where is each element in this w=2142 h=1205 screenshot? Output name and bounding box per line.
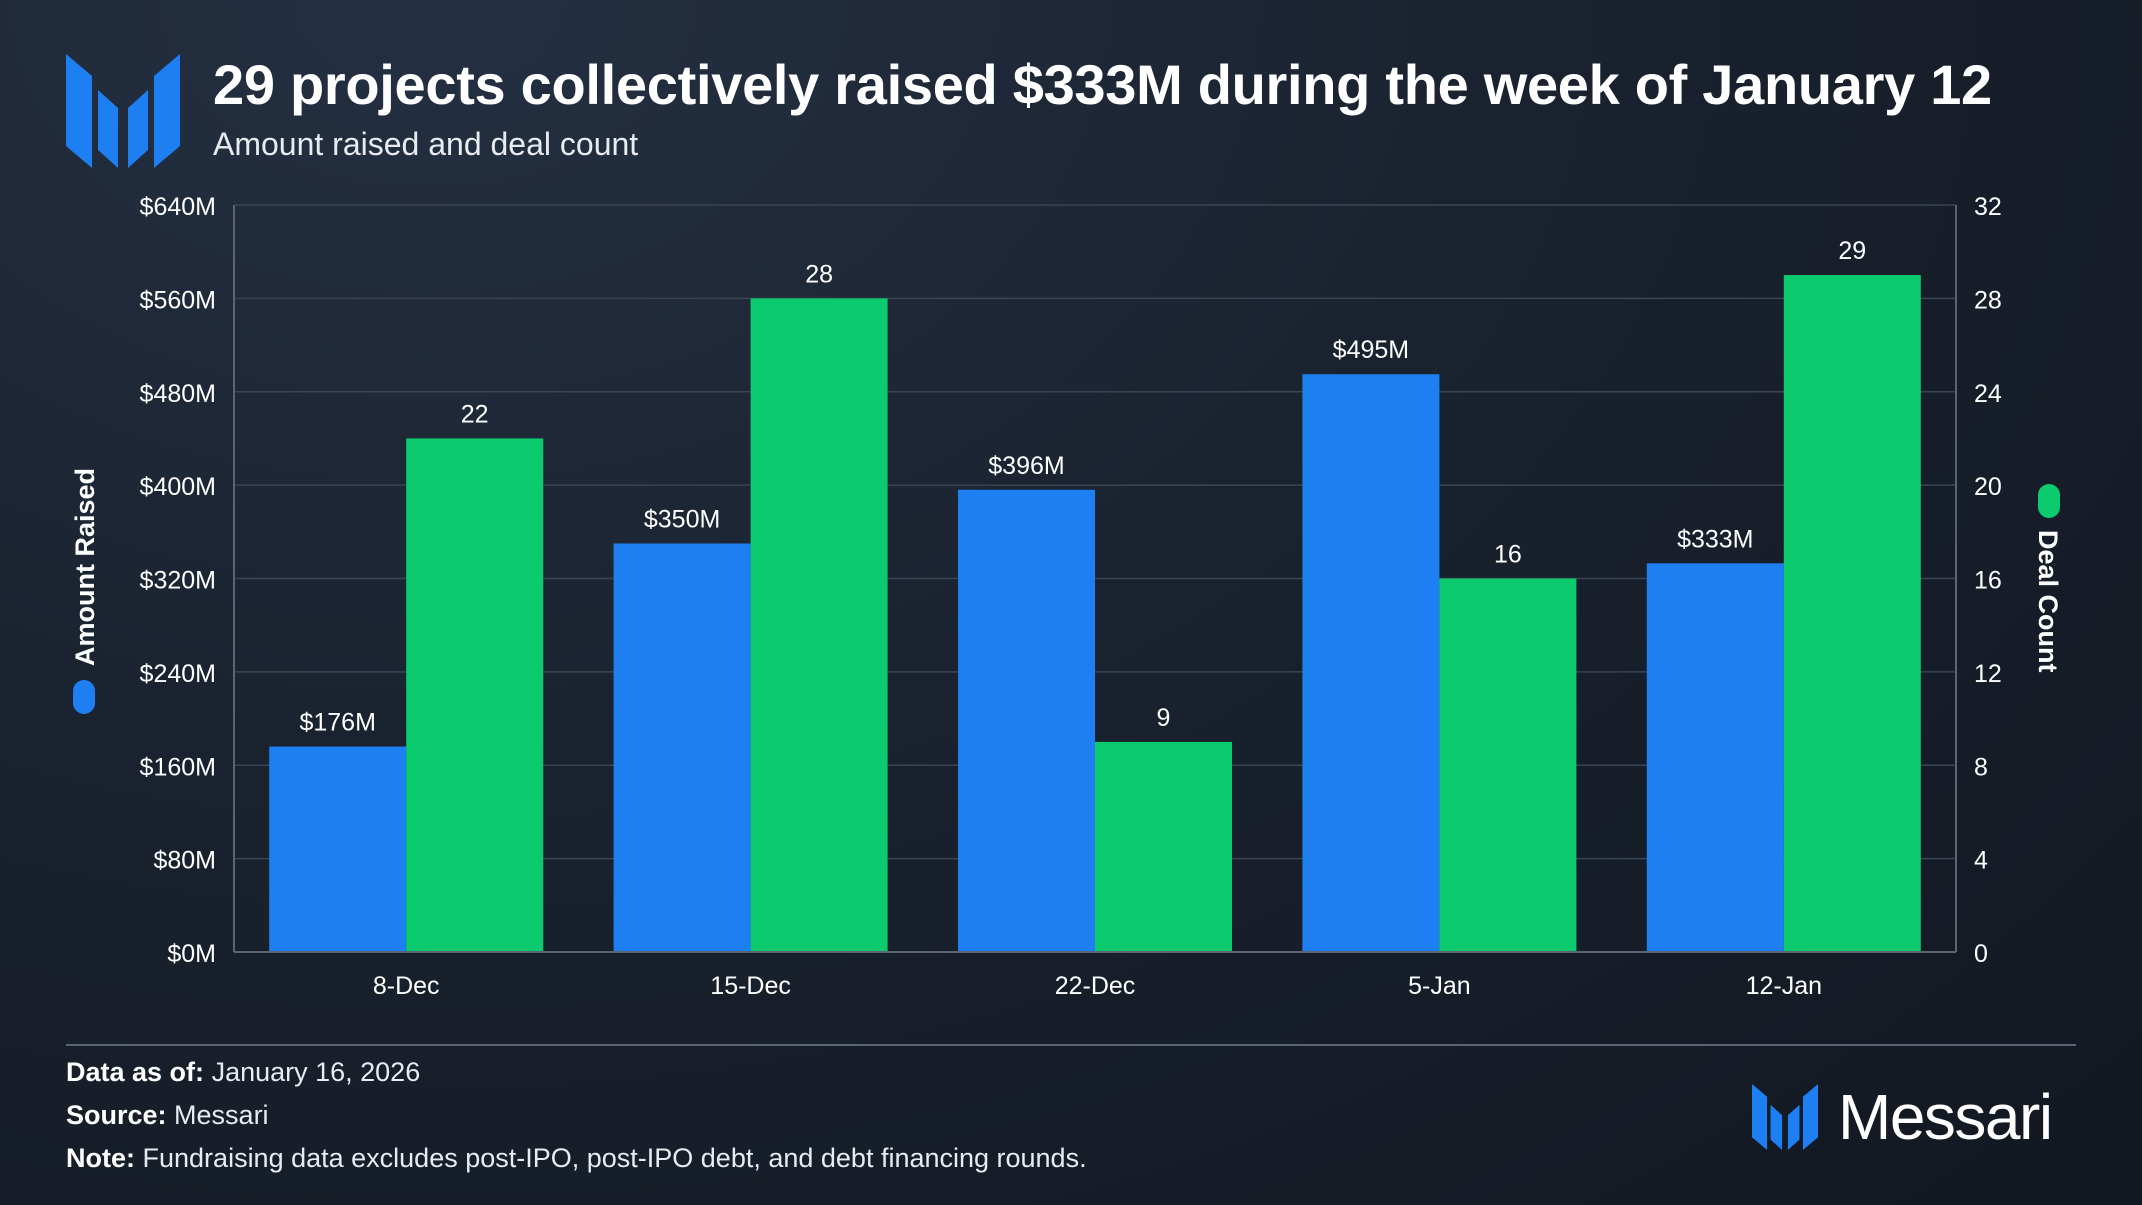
bar-labels: $176M 22 $350M 28 $396M 9 $495M 16 $333M 29 bbox=[299, 237, 1866, 737]
x-tick-label: 5-Jan bbox=[1408, 972, 1471, 1000]
brand-name: Messari bbox=[1838, 1081, 2053, 1153]
y-right-tick-label: 0 bbox=[1974, 940, 1988, 968]
source: Source: Messari bbox=[66, 1100, 269, 1131]
y-left-tick-label: $320M bbox=[140, 567, 216, 595]
y-left-tick-label: $480M bbox=[140, 380, 216, 408]
y-left-tick-label: $80M bbox=[153, 847, 216, 875]
y-left-tick-label: $240M bbox=[140, 660, 216, 688]
bar-amount bbox=[613, 543, 751, 952]
y-left-axis-title: Amount Raised bbox=[70, 468, 100, 714]
messari-logo-icon bbox=[66, 54, 180, 168]
bar-amount bbox=[1302, 374, 1440, 952]
x-tick-label: 12-Jan bbox=[1746, 972, 1822, 1000]
y-right-tick-label: 12 bbox=[1974, 660, 2002, 688]
chart-subtitle: Amount raised and deal count bbox=[213, 126, 639, 162]
data-label: $495M bbox=[1333, 336, 1409, 364]
data-as-of-label: Data as of: bbox=[66, 1057, 205, 1087]
y-right-tick-label: 8 bbox=[1974, 753, 1988, 781]
data-label: $176M bbox=[299, 709, 375, 737]
bar-amount bbox=[958, 489, 1095, 952]
y-right-tick-label: 32 bbox=[1974, 193, 2002, 221]
y-left-tick-label: $160M bbox=[140, 753, 216, 781]
source-value: Messari bbox=[174, 1100, 269, 1130]
x-tick-label: 15-Dec bbox=[710, 972, 791, 1000]
source-label: Source: bbox=[66, 1100, 167, 1130]
y-right-tick-label: 4 bbox=[1974, 847, 1988, 875]
x-tick-label: 22-Dec bbox=[1055, 972, 1136, 1000]
note-label: Note: bbox=[66, 1143, 135, 1173]
data-label: 9 bbox=[1157, 704, 1171, 732]
bar-deals bbox=[1439, 578, 1577, 952]
bar-deals bbox=[1095, 741, 1232, 952]
data-label: 22 bbox=[461, 400, 489, 428]
y-right-tick-label: 16 bbox=[1974, 567, 2002, 595]
y-left-tick-label: $0M bbox=[167, 940, 216, 968]
bar-deals bbox=[750, 298, 888, 952]
bar-amount bbox=[269, 746, 407, 952]
y-left-axis-label: Amount Raised bbox=[70, 468, 100, 666]
axes: Amount Raised Deal Count bbox=[70, 205, 2063, 953]
y-right-axis-title: Deal Count bbox=[2033, 484, 2063, 673]
y-right-tick-label: 28 bbox=[1974, 286, 2002, 314]
bar-deals bbox=[1783, 275, 1921, 952]
messari-logo-icon bbox=[1752, 1084, 1818, 1150]
y-right-axis-label: Deal Count bbox=[2033, 530, 2063, 673]
data-label: $396M bbox=[988, 452, 1064, 480]
tick-labels: $0M 0 $80M 4 $160M 8 $240M 12 $320M 16 $400M 20 $480… bbox=[140, 193, 2002, 1000]
data-label: $350M bbox=[644, 505, 720, 533]
y-left-tick-label: $640M bbox=[140, 193, 216, 221]
y-left-tick-label: $560M bbox=[140, 286, 216, 314]
y-left-tick-label: $400M bbox=[140, 473, 216, 501]
y-right-tick-label: 20 bbox=[1974, 473, 2002, 501]
data-label: $333M bbox=[1677, 525, 1753, 553]
y-right-tick-label: 24 bbox=[1974, 380, 2002, 408]
data-label: 28 bbox=[805, 260, 833, 288]
note-value: Fundraising data excludes post-IPO, post… bbox=[142, 1143, 1087, 1173]
data-as-of-value: January 16, 2026 bbox=[211, 1057, 421, 1087]
bars bbox=[269, 275, 1921, 952]
chart-title: 29 projects collectively raised $333M du… bbox=[213, 53, 1992, 116]
footer-divider bbox=[66, 1044, 2076, 1046]
legend-swatch-amount bbox=[73, 680, 95, 714]
data-as-of: Data as of: January 16, 2026 bbox=[66, 1057, 420, 1088]
brand-lockup: Messari bbox=[1752, 1081, 2053, 1153]
note: Note: Fundraising data excludes post-IPO… bbox=[66, 1143, 1087, 1174]
bar-deals bbox=[406, 438, 544, 952]
legend-swatch-deals bbox=[2038, 484, 2060, 518]
bar-amount bbox=[1646, 563, 1784, 952]
data-label: 29 bbox=[1838, 237, 1866, 265]
data-label: 16 bbox=[1494, 541, 1522, 569]
x-tick-label: 8-Dec bbox=[373, 972, 440, 1000]
